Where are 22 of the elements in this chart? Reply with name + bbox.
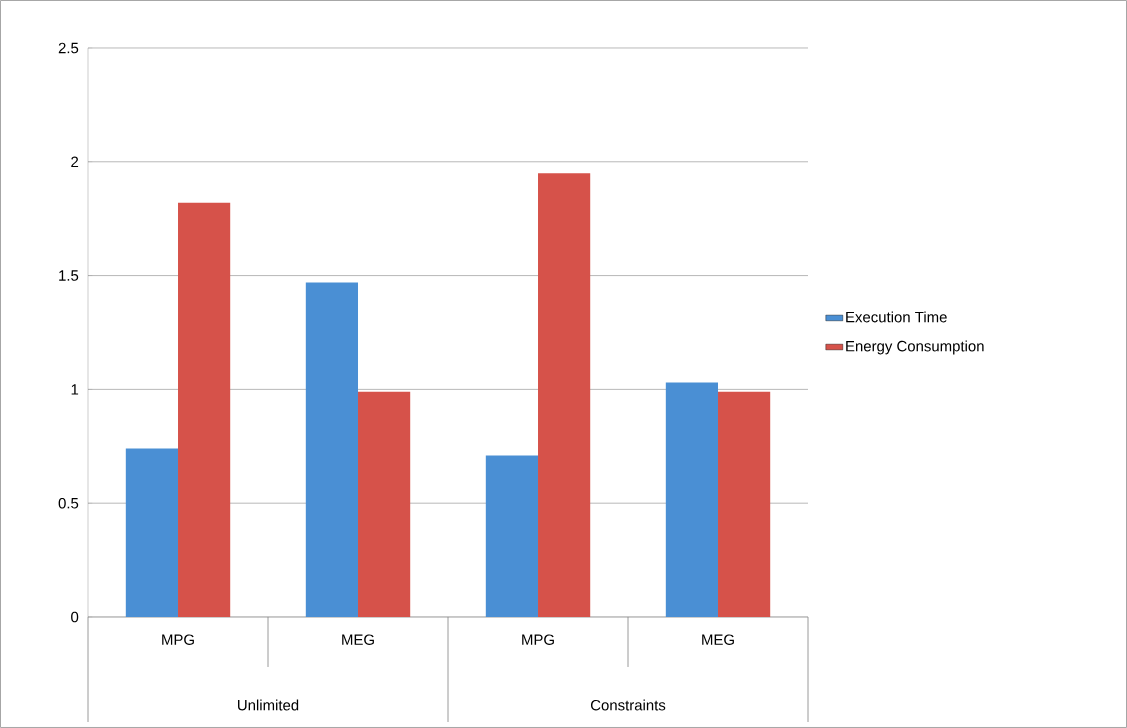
bar bbox=[305, 282, 359, 617]
x-tick-label: MPG bbox=[522, 634, 554, 645]
bar bbox=[485, 455, 539, 617]
y-tick-label: 1.5 bbox=[59, 270, 79, 281]
bar bbox=[718, 391, 771, 617]
y-tick-label: 0.5 bbox=[58, 497, 79, 509]
y-tick-label: 2.5 bbox=[58, 42, 79, 54]
x-tick-label: MEG bbox=[342, 634, 374, 645]
x-tick-label: MEG bbox=[702, 634, 734, 645]
bar bbox=[665, 382, 719, 617]
text: Constraints bbox=[590, 699, 666, 711]
bar bbox=[125, 448, 179, 617]
y-tick-label: 1 bbox=[71, 384, 79, 395]
x-tick-label: MPG bbox=[162, 634, 194, 645]
y-tick-label: 2 bbox=[71, 156, 79, 167]
legend-label: Energy Consumption bbox=[846, 340, 984, 355]
bar bbox=[178, 202, 231, 617]
bar bbox=[358, 391, 411, 617]
legend-label: Execution Time bbox=[846, 311, 947, 323]
y-tick-label: 0 bbox=[71, 611, 79, 623]
text: Unlimited bbox=[238, 699, 299, 711]
bar bbox=[538, 173, 591, 617]
